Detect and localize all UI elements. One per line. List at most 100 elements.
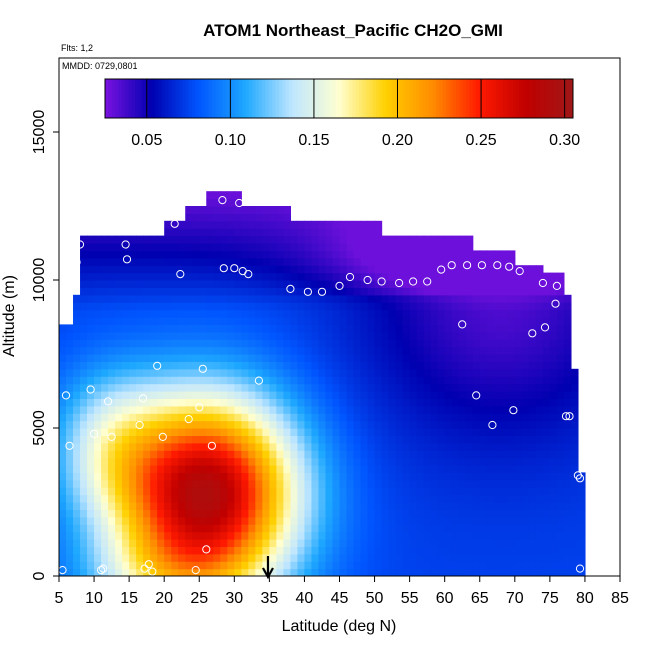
heatmap-cell	[535, 331, 544, 340]
heatmap-cell	[234, 309, 242, 318]
heatmap-cell	[192, 376, 200, 385]
heatmap-cell	[297, 442, 306, 451]
heatmap-cell	[556, 442, 565, 451]
heatmap-cell	[388, 479, 397, 488]
heatmap-cell	[318, 257, 327, 266]
heatmap-cell	[311, 539, 320, 547]
heatmap-cell	[178, 539, 186, 547]
heatmap-cell	[227, 331, 235, 340]
heatmap-cell	[416, 302, 425, 311]
heatmap-cell	[269, 509, 277, 518]
flight-point	[575, 474, 585, 483]
heatmap-cell	[528, 361, 537, 370]
heatmap-cell	[108, 405, 116, 414]
heatmap-cell	[227, 413, 235, 422]
heatmap-cell	[304, 354, 313, 362]
heatmap-cell	[101, 413, 109, 422]
heatmap-cell	[192, 206, 200, 214]
heatmap-cell	[549, 317, 558, 325]
heatmap-cell	[185, 405, 193, 414]
heatmap-cell	[521, 472, 530, 481]
heatmap-cell	[388, 442, 397, 451]
heatmap-cell	[304, 294, 313, 303]
heatmap-cell	[213, 309, 221, 318]
heatmap-cell	[262, 235, 270, 244]
heatmap-cell	[248, 509, 256, 518]
heatmap-cell	[416, 280, 425, 288]
heatmap-cell	[451, 280, 460, 288]
heatmap-cell	[472, 413, 481, 422]
heatmap-cell	[108, 442, 116, 451]
heatmap-cell	[276, 405, 284, 414]
heatmap-cell	[262, 435, 270, 444]
heatmap-cell	[283, 361, 292, 370]
heatmap-cell	[108, 287, 116, 296]
heatmap-cell	[234, 331, 242, 340]
heatmap-cell	[374, 539, 383, 547]
heatmap-cell	[332, 531, 341, 540]
heatmap-cell	[171, 220, 179, 229]
colorbar-segment	[161, 79, 166, 118]
heatmap-cell	[395, 494, 404, 503]
heatmap-cell	[220, 450, 228, 459]
heatmap-cell	[164, 531, 172, 540]
heatmap-cell	[500, 435, 509, 444]
heatmap-cell	[479, 272, 488, 281]
heatmap-cell	[171, 539, 179, 547]
heatmap-cell	[136, 546, 144, 555]
heatmap-cell	[255, 331, 263, 340]
heatmap-cell	[437, 331, 446, 340]
heatmap-cell	[66, 405, 74, 414]
heatmap-cell	[255, 524, 263, 533]
heatmap-cell	[101, 479, 109, 488]
heatmap-cell	[101, 553, 109, 562]
heatmap-cell	[311, 442, 320, 451]
heatmap-cell	[339, 243, 348, 251]
heatmap-cell	[332, 294, 341, 303]
heatmap-cell	[136, 272, 144, 281]
heatmap-cell	[563, 361, 572, 370]
heatmap-cell	[528, 339, 537, 348]
heatmap-cell	[262, 250, 270, 259]
heatmap-cell	[87, 472, 95, 481]
heatmap-cell	[381, 398, 390, 407]
heatmap-cell	[346, 361, 355, 370]
heatmap-cell	[143, 568, 151, 576]
heatmap-cell	[234, 354, 242, 362]
heatmap-cell	[318, 428, 327, 436]
heatmap-cell	[234, 479, 242, 488]
y-tick-label: 15000	[31, 110, 48, 155]
heatmap-cell	[472, 435, 481, 444]
heatmap-cell	[332, 553, 341, 562]
heatmap-cell	[556, 420, 565, 429]
heatmap-cell	[150, 539, 158, 547]
heatmap-cell	[339, 383, 348, 392]
heatmap-cell	[94, 383, 102, 392]
heatmap-cell	[318, 235, 327, 244]
heatmap-cell	[199, 465, 207, 473]
heatmap-cell	[423, 398, 432, 407]
heatmap-cell	[388, 368, 397, 377]
heatmap-cell	[206, 376, 214, 385]
heatmap-cell	[388, 294, 397, 303]
heatmap-cell	[206, 516, 214, 525]
heatmap-cell	[101, 457, 109, 466]
heatmap-cell	[458, 428, 467, 436]
heatmap-cell	[416, 465, 425, 473]
heatmap-cell	[94, 398, 102, 407]
heatmap-cell	[73, 502, 81, 510]
heatmap-cell	[164, 487, 172, 496]
heatmap-cell	[339, 539, 348, 547]
heatmap-cell	[192, 324, 200, 333]
heatmap-cell	[311, 398, 320, 407]
heatmap-cell	[199, 553, 207, 562]
heatmap-cell	[136, 435, 144, 444]
heatmap-cell	[164, 302, 172, 311]
heatmap-cell	[262, 428, 270, 436]
heatmap-cell	[430, 257, 439, 266]
heatmap-cell	[164, 561, 172, 570]
heatmap-cell	[409, 302, 418, 311]
heatmap-cell	[493, 361, 502, 370]
colorbar-segment	[268, 79, 273, 118]
heatmap-cell	[500, 287, 509, 296]
